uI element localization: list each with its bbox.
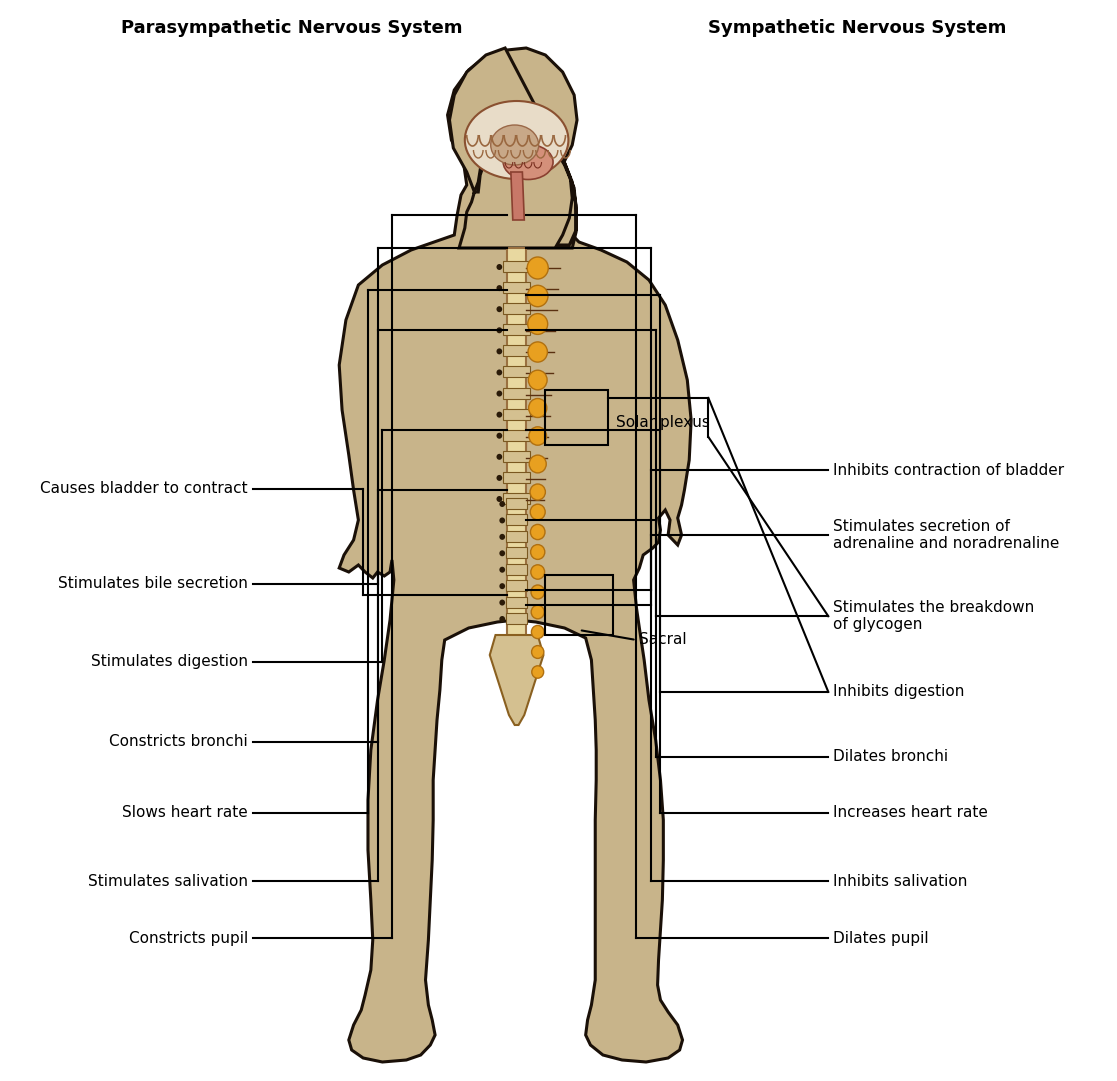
Circle shape [532, 605, 544, 618]
Circle shape [528, 399, 547, 417]
Text: Inhibits salivation: Inhibits salivation [833, 873, 967, 889]
FancyBboxPatch shape [503, 451, 531, 462]
Circle shape [531, 564, 545, 579]
Text: Stimulates digestion: Stimulates digestion [92, 654, 248, 669]
Circle shape [496, 348, 503, 355]
Circle shape [532, 666, 544, 678]
FancyBboxPatch shape [503, 388, 531, 399]
Circle shape [496, 285, 503, 291]
FancyBboxPatch shape [507, 248, 526, 640]
Circle shape [531, 504, 545, 520]
Circle shape [532, 626, 544, 639]
Text: Stimulates salivation: Stimulates salivation [88, 873, 248, 889]
Circle shape [529, 455, 546, 472]
Circle shape [496, 370, 503, 375]
Circle shape [499, 550, 505, 557]
FancyBboxPatch shape [503, 303, 531, 315]
Text: Inhibits contraction of bladder: Inhibits contraction of bladder [833, 463, 1065, 478]
Circle shape [496, 496, 503, 502]
Circle shape [527, 285, 548, 307]
FancyBboxPatch shape [506, 613, 527, 624]
Circle shape [499, 518, 505, 523]
Circle shape [499, 534, 505, 539]
Circle shape [496, 328, 503, 333]
Text: Constricts pupil: Constricts pupil [128, 931, 248, 946]
Text: Solar plexus: Solar plexus [617, 414, 710, 429]
Text: Dilates pupil: Dilates pupil [833, 931, 928, 946]
FancyBboxPatch shape [506, 563, 527, 575]
Ellipse shape [503, 145, 553, 179]
Polygon shape [489, 635, 544, 725]
Circle shape [499, 501, 505, 507]
Circle shape [528, 342, 547, 362]
Circle shape [527, 257, 548, 279]
Text: Sympathetic Nervous System: Sympathetic Nervous System [708, 19, 1006, 37]
FancyBboxPatch shape [506, 498, 527, 509]
Polygon shape [449, 48, 576, 248]
FancyBboxPatch shape [503, 409, 531, 419]
Circle shape [499, 616, 505, 622]
Text: Stimulates bile secretion: Stimulates bile secretion [58, 576, 248, 591]
FancyBboxPatch shape [506, 531, 527, 542]
FancyBboxPatch shape [503, 261, 531, 272]
Ellipse shape [490, 125, 538, 165]
Circle shape [531, 484, 545, 501]
Circle shape [496, 432, 503, 439]
FancyBboxPatch shape [506, 547, 527, 558]
Text: Parasympathetic Nervous System: Parasympathetic Nervous System [121, 19, 462, 37]
Circle shape [499, 600, 505, 605]
Circle shape [528, 370, 547, 390]
FancyBboxPatch shape [503, 282, 531, 293]
Circle shape [496, 306, 503, 312]
Text: Dilates bronchi: Dilates bronchi [833, 749, 948, 764]
FancyBboxPatch shape [503, 472, 531, 483]
Text: Constricts bronchi: Constricts bronchi [109, 734, 248, 749]
Circle shape [496, 264, 503, 270]
Text: Slows heart rate: Slows heart rate [123, 805, 248, 820]
FancyBboxPatch shape [503, 493, 531, 504]
Text: Stimulates the breakdown
of glycogen: Stimulates the breakdown of glycogen [833, 600, 1034, 632]
FancyBboxPatch shape [503, 345, 531, 357]
FancyBboxPatch shape [503, 430, 531, 441]
Circle shape [496, 390, 503, 397]
Circle shape [532, 645, 544, 658]
Circle shape [496, 412, 503, 417]
Ellipse shape [465, 101, 569, 179]
Circle shape [531, 585, 544, 599]
Circle shape [499, 566, 505, 573]
Text: Causes bladder to contract: Causes bladder to contract [40, 481, 248, 496]
Text: Increases heart rate: Increases heart rate [833, 805, 987, 820]
Circle shape [496, 475, 503, 481]
Circle shape [496, 454, 503, 459]
Circle shape [531, 545, 545, 559]
FancyBboxPatch shape [506, 597, 527, 608]
Circle shape [531, 524, 545, 539]
Text: Stimulates secretion of
adrenaline and noradrenaline: Stimulates secretion of adrenaline and n… [833, 519, 1059, 551]
Circle shape [527, 313, 547, 334]
FancyBboxPatch shape [503, 324, 531, 335]
Circle shape [499, 583, 505, 589]
Polygon shape [340, 48, 691, 1062]
FancyBboxPatch shape [506, 580, 527, 591]
Text: Sacral: Sacral [639, 632, 687, 648]
Polygon shape [510, 172, 524, 221]
Text: Inhibits digestion: Inhibits digestion [833, 684, 964, 699]
Circle shape [528, 427, 546, 445]
FancyBboxPatch shape [506, 515, 527, 525]
FancyBboxPatch shape [503, 366, 531, 377]
